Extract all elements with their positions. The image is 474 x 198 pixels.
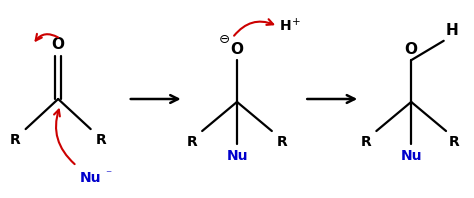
Text: O: O <box>230 42 244 57</box>
Text: R: R <box>361 135 372 149</box>
Text: O: O <box>405 42 418 57</box>
Text: R: R <box>96 133 106 147</box>
Text: R: R <box>187 135 197 149</box>
Text: ⊖: ⊖ <box>219 33 229 46</box>
Text: H: H <box>280 19 292 33</box>
Text: R: R <box>449 135 460 149</box>
Text: Nu: Nu <box>401 149 422 163</box>
Text: O: O <box>52 37 64 52</box>
Text: ⁻: ⁻ <box>105 168 111 181</box>
Text: Nu: Nu <box>80 171 101 185</box>
Text: +: + <box>292 17 301 27</box>
Text: Nu: Nu <box>226 149 248 163</box>
Text: H: H <box>446 23 458 38</box>
Text: R: R <box>277 135 287 149</box>
Text: R: R <box>10 133 21 147</box>
